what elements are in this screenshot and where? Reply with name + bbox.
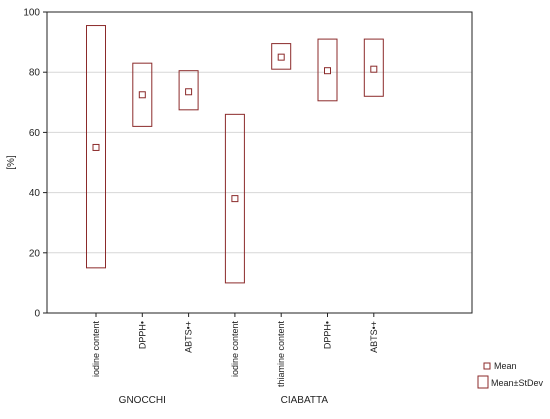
legend-stdev-label: Mean±StDev bbox=[491, 378, 543, 388]
legend-mean-marker bbox=[483, 362, 491, 370]
x-tick-label: DPPH• bbox=[323, 321, 333, 349]
y-tick-label: 0 bbox=[34, 309, 40, 320]
x-tick-label: thiamine content bbox=[276, 321, 286, 388]
x-tick-label: iodine content bbox=[230, 321, 240, 378]
stdev-box bbox=[86, 25, 106, 269]
x-group-label: GNOCCHI bbox=[119, 395, 166, 406]
mean-marker bbox=[370, 65, 378, 73]
legend-stdev-marker bbox=[477, 375, 489, 389]
x-axis-groups: GNOCCHI CIABATTA bbox=[119, 395, 329, 406]
y-tick-label: 80 bbox=[29, 68, 41, 79]
x-tick-label: DPPH• bbox=[137, 321, 147, 349]
y-tick-label: 60 bbox=[29, 128, 41, 139]
stdev-box bbox=[178, 70, 199, 111]
stdev-box bbox=[271, 43, 292, 70]
stdev-box bbox=[317, 38, 338, 102]
stdev-box bbox=[224, 113, 245, 284]
x-tick-label: iodine content bbox=[91, 321, 101, 378]
x-group-label: CIABATTA bbox=[281, 395, 329, 406]
mean-marker bbox=[231, 195, 239, 203]
legend: Mean Mean±StDev bbox=[477, 361, 543, 389]
plot-area-frame bbox=[46, 11, 473, 314]
mean-marker bbox=[92, 143, 100, 151]
y-tick-label: 100 bbox=[23, 8, 40, 19]
stdev-box bbox=[132, 62, 153, 127]
y-tick-label: 20 bbox=[29, 248, 41, 259]
mean-marker bbox=[138, 91, 146, 99]
x-axis-ticks: iodine content DPPH• ABTS•+ iodine content t… bbox=[91, 313, 379, 387]
x-tick-label: ABTS•+ bbox=[184, 321, 194, 353]
grid-lines bbox=[47, 71, 472, 254]
y-tick-label: 40 bbox=[29, 188, 41, 199]
box-series bbox=[86, 25, 384, 284]
y-axis-title: [%] bbox=[6, 155, 17, 170]
legend-mean-label: Mean bbox=[494, 361, 517, 371]
y-axis-ticks: 0 20 40 60 80 100 bbox=[23, 8, 47, 320]
mean-marker bbox=[277, 53, 285, 61]
x-tick-label: ABTS•+ bbox=[369, 321, 379, 353]
mean-marker bbox=[185, 88, 193, 96]
stdev-box bbox=[363, 38, 384, 97]
mean-marker bbox=[324, 67, 331, 75]
